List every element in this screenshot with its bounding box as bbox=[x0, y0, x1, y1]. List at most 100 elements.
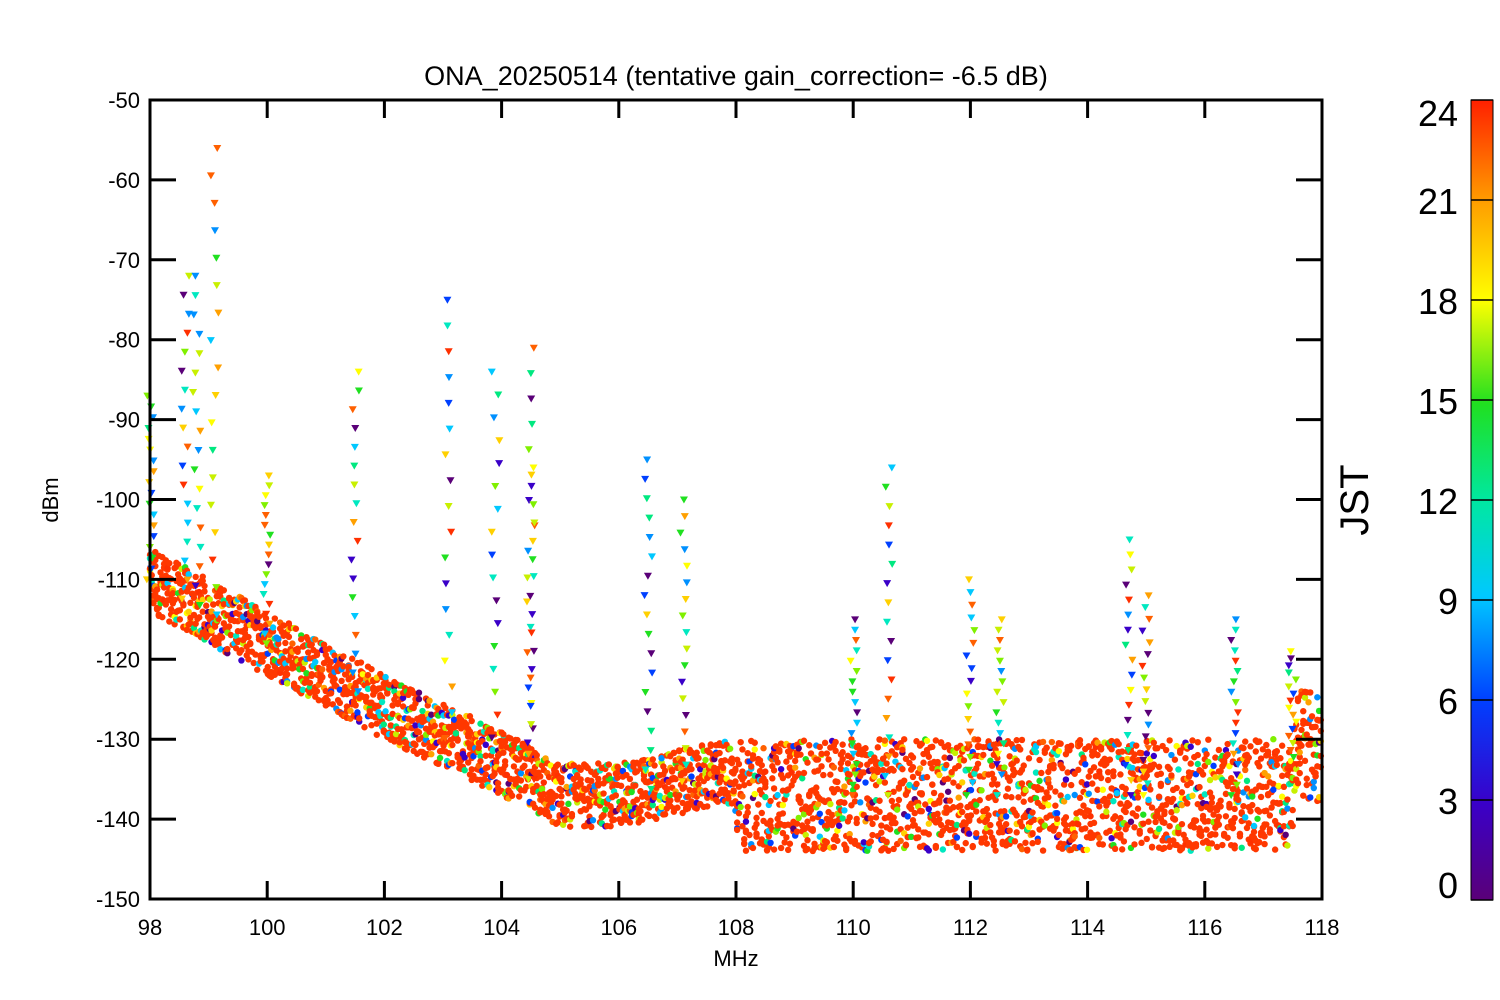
data-point bbox=[1097, 745, 1105, 753]
data-point bbox=[925, 753, 932, 760]
peak-point bbox=[260, 581, 269, 589]
data-point bbox=[1150, 752, 1158, 760]
peak-point bbox=[349, 575, 358, 583]
data-point bbox=[758, 762, 765, 769]
data-point bbox=[382, 673, 389, 681]
data-point bbox=[1131, 751, 1138, 758]
data-point bbox=[1178, 789, 1186, 796]
peak-point bbox=[441, 735, 450, 743]
data-point bbox=[929, 781, 936, 788]
peak-point bbox=[149, 533, 158, 541]
peak-point bbox=[642, 611, 651, 619]
data-point bbox=[294, 645, 301, 653]
data-point bbox=[1231, 805, 1238, 813]
data-point bbox=[1043, 744, 1050, 751]
data-point bbox=[442, 704, 449, 712]
data-point bbox=[753, 814, 760, 822]
data-point bbox=[1256, 808, 1263, 815]
peak-point bbox=[852, 761, 861, 769]
data-point bbox=[823, 750, 831, 757]
data-point bbox=[881, 779, 889, 786]
data-point bbox=[313, 688, 321, 695]
peak-point bbox=[211, 391, 220, 399]
data-point bbox=[262, 615, 270, 622]
data-point bbox=[1157, 780, 1165, 788]
data-point bbox=[990, 842, 998, 849]
data-point bbox=[920, 759, 927, 766]
data-point bbox=[468, 766, 475, 773]
peak-point bbox=[196, 543, 205, 551]
data-point bbox=[918, 807, 925, 815]
data-point bbox=[1082, 812, 1089, 820]
data-point bbox=[1242, 738, 1249, 745]
data-point bbox=[962, 839, 969, 847]
data-point bbox=[1222, 813, 1230, 820]
data-point bbox=[1300, 707, 1307, 715]
data-point bbox=[1169, 795, 1177, 803]
data-point bbox=[951, 749, 959, 757]
data-point bbox=[770, 767, 778, 774]
data-point bbox=[862, 779, 869, 786]
data-point bbox=[1168, 772, 1175, 779]
peak-point bbox=[1285, 768, 1294, 776]
peak-point bbox=[179, 481, 188, 489]
data-point bbox=[1083, 846, 1091, 853]
data-point bbox=[1133, 812, 1140, 820]
peak-point bbox=[264, 551, 273, 559]
peak-point bbox=[529, 573, 538, 581]
data-point bbox=[776, 746, 783, 754]
data-point bbox=[878, 760, 885, 767]
data-point bbox=[1178, 801, 1186, 809]
colorbar-tick-label: 15 bbox=[1418, 381, 1458, 422]
peak-point bbox=[264, 561, 273, 569]
data-point bbox=[1020, 762, 1027, 769]
peak-point bbox=[487, 528, 496, 536]
data-point bbox=[563, 807, 570, 814]
data-point bbox=[206, 596, 213, 603]
data-point bbox=[1240, 802, 1247, 810]
colorbar-tick-label: 12 bbox=[1418, 481, 1458, 522]
peak-point bbox=[523, 739, 532, 747]
peak-point bbox=[676, 529, 685, 537]
data-point bbox=[839, 741, 846, 748]
data-point bbox=[892, 751, 899, 758]
data-point bbox=[1289, 806, 1296, 814]
peak-point bbox=[350, 613, 359, 621]
data-point bbox=[1143, 750, 1150, 757]
data-point bbox=[967, 812, 975, 819]
data-point bbox=[1148, 844, 1156, 851]
y-tick-label: -150 bbox=[96, 887, 140, 912]
data-point bbox=[1294, 697, 1302, 705]
peak-point bbox=[682, 761, 691, 769]
data-point bbox=[728, 755, 736, 762]
peak-point bbox=[351, 650, 360, 658]
peak-point bbox=[1145, 615, 1154, 623]
data-point bbox=[468, 717, 475, 725]
data-point bbox=[902, 755, 910, 763]
data-point bbox=[1099, 786, 1107, 793]
data-point bbox=[774, 791, 781, 799]
data-point bbox=[658, 755, 665, 762]
data-point bbox=[1308, 713, 1316, 720]
data-point bbox=[531, 804, 539, 811]
data-point bbox=[552, 792, 560, 800]
data-point bbox=[570, 762, 577, 769]
data-point bbox=[1224, 740, 1231, 748]
peak-point bbox=[884, 695, 893, 703]
data-point bbox=[566, 823, 574, 830]
data-point bbox=[1194, 738, 1201, 746]
data-point bbox=[834, 827, 841, 834]
data-point bbox=[893, 806, 901, 813]
data-point bbox=[361, 724, 368, 731]
data-point bbox=[1138, 749, 1145, 757]
peak-point bbox=[493, 711, 502, 719]
data-point bbox=[324, 697, 331, 704]
peak-point bbox=[887, 637, 896, 645]
peak-point bbox=[208, 556, 217, 564]
data-point bbox=[1229, 824, 1237, 832]
data-point bbox=[257, 624, 264, 632]
data-point bbox=[160, 584, 168, 591]
data-point bbox=[283, 671, 291, 678]
data-point bbox=[500, 749, 507, 756]
peak-point bbox=[1127, 671, 1136, 679]
